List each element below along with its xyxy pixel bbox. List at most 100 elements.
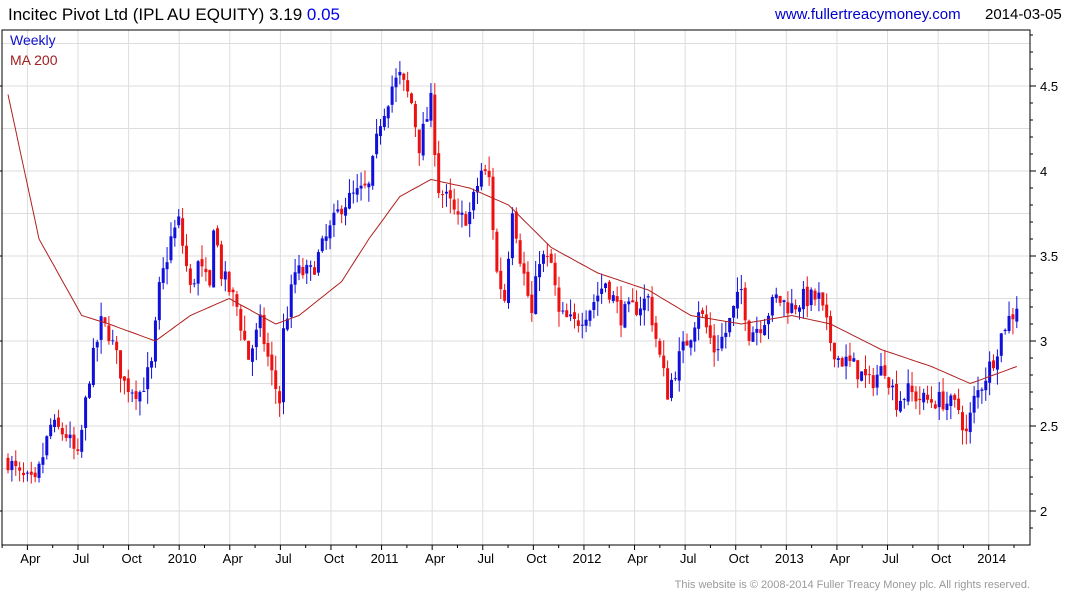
candle-body bbox=[266, 342, 270, 357]
candle-body bbox=[654, 322, 658, 339]
candle-body bbox=[623, 304, 627, 328]
candle bbox=[223, 261, 227, 292]
candle bbox=[49, 418, 53, 440]
candle bbox=[522, 251, 526, 286]
candle-body bbox=[712, 335, 716, 353]
candle bbox=[790, 288, 794, 314]
candle-body bbox=[363, 183, 367, 186]
candle-body bbox=[848, 355, 852, 361]
candle-body bbox=[475, 185, 479, 193]
candle-body bbox=[704, 314, 708, 328]
candle-body bbox=[344, 207, 348, 216]
candle bbox=[836, 355, 840, 368]
candle-body bbox=[891, 385, 895, 388]
candle bbox=[584, 310, 588, 333]
x-tick-label: Apr bbox=[223, 551, 244, 566]
candle bbox=[945, 391, 949, 421]
candle bbox=[130, 389, 134, 403]
chart-title: Incitec Pivot Ltd (IPL AU EQUITY) 3.19 0… bbox=[8, 5, 340, 25]
candle bbox=[250, 344, 254, 376]
candle-body bbox=[219, 244, 223, 280]
candle bbox=[22, 462, 26, 483]
candle-body bbox=[115, 341, 119, 351]
candle bbox=[406, 71, 410, 98]
candle-body bbox=[860, 371, 864, 381]
candle-body bbox=[150, 361, 154, 368]
candle bbox=[507, 251, 511, 309]
candle-body bbox=[41, 457, 45, 465]
candle-body bbox=[631, 300, 635, 303]
candle-body bbox=[417, 129, 421, 154]
candle bbox=[254, 322, 258, 361]
x-tick-label: Jul bbox=[477, 551, 494, 566]
y-tick-label: 4 bbox=[1040, 164, 1047, 179]
candle bbox=[394, 68, 398, 102]
candle-body bbox=[960, 412, 964, 431]
candle-body bbox=[949, 395, 953, 406]
candle bbox=[596, 281, 600, 316]
candle-body bbox=[708, 325, 712, 338]
website-link[interactable]: www.fullertreacymoney.com bbox=[775, 6, 961, 23]
candle-body bbox=[351, 192, 355, 194]
candle bbox=[53, 414, 57, 433]
candle bbox=[192, 278, 196, 288]
candle bbox=[99, 302, 103, 354]
candle bbox=[444, 184, 448, 207]
candle bbox=[126, 369, 130, 403]
candle bbox=[825, 293, 829, 331]
candle-body bbox=[138, 392, 142, 402]
candle-body bbox=[336, 209, 340, 212]
candle-body bbox=[898, 400, 902, 412]
candle bbox=[1003, 328, 1007, 335]
candle bbox=[712, 324, 716, 367]
candle bbox=[693, 321, 697, 352]
candle-body bbox=[821, 292, 825, 306]
candle-body bbox=[813, 290, 817, 300]
candle bbox=[708, 312, 712, 345]
candle-body bbox=[33, 472, 37, 478]
candle-body bbox=[697, 312, 701, 329]
candle bbox=[340, 205, 344, 224]
candle-body bbox=[957, 398, 961, 411]
x-tick-label: Oct bbox=[931, 551, 952, 566]
candle-body bbox=[270, 354, 274, 371]
candle-body bbox=[181, 218, 185, 246]
candle-body bbox=[472, 191, 476, 211]
candle-body bbox=[444, 191, 448, 194]
candle bbox=[957, 388, 961, 415]
candle-body bbox=[22, 472, 26, 476]
candle bbox=[689, 339, 693, 356]
candle bbox=[646, 293, 650, 312]
candle bbox=[728, 317, 732, 337]
candle bbox=[355, 174, 359, 203]
candle bbox=[87, 381, 91, 399]
candle-body bbox=[464, 214, 468, 226]
candle bbox=[487, 156, 491, 186]
candle bbox=[134, 380, 138, 410]
candle bbox=[681, 331, 685, 364]
candle-body bbox=[452, 199, 456, 210]
candle-body bbox=[782, 300, 786, 303]
candle-body bbox=[510, 213, 514, 259]
candle bbox=[10, 455, 14, 482]
candle bbox=[518, 233, 522, 267]
candle-body bbox=[879, 366, 883, 376]
candle-body bbox=[747, 320, 751, 341]
candle-body bbox=[545, 255, 549, 257]
candle bbox=[891, 379, 895, 401]
candle-body bbox=[235, 294, 239, 307]
candle bbox=[856, 359, 860, 389]
candle-body bbox=[790, 303, 794, 313]
x-tick-label: Jul bbox=[680, 551, 697, 566]
candle-body bbox=[328, 225, 332, 239]
candle-body bbox=[281, 328, 285, 403]
candle-body bbox=[592, 302, 596, 311]
candle bbox=[615, 286, 619, 314]
candle-body bbox=[64, 434, 68, 438]
candle bbox=[778, 295, 782, 307]
candle-body bbox=[666, 368, 670, 400]
candle bbox=[274, 355, 278, 404]
candle bbox=[188, 263, 192, 294]
candle bbox=[33, 466, 37, 483]
candle bbox=[278, 385, 282, 417]
